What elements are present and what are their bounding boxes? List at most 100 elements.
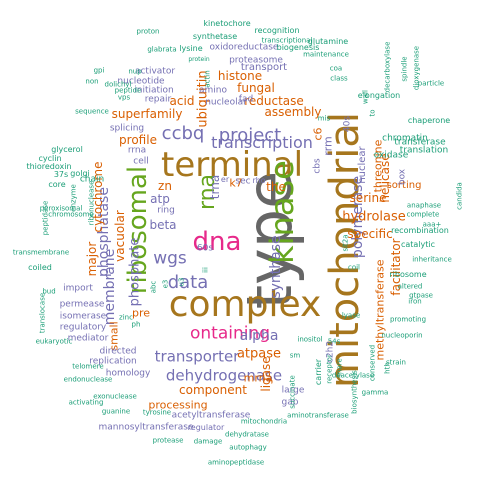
word-gtpase: gtpase bbox=[409, 291, 433, 300]
word-dioxygenase: dioxygenase bbox=[412, 45, 421, 91]
word-threonine: threonine bbox=[371, 139, 385, 193]
word-glabrata: glabrata bbox=[147, 45, 177, 54]
word-profile: profile bbox=[119, 133, 157, 147]
word-carrier: carrier bbox=[314, 358, 323, 386]
word-serine: serine bbox=[349, 191, 387, 205]
word-hydrolase: hydrolase bbox=[342, 209, 406, 225]
word-wgs: wgs bbox=[153, 248, 187, 269]
word-terminal: terminal bbox=[160, 145, 304, 185]
word-ribosome: ribosome bbox=[389, 270, 427, 279]
word-oxidoreductase: oxidoreductase bbox=[209, 42, 279, 53]
word-beta: beta bbox=[149, 218, 177, 232]
word-kinetochore: kinetochore bbox=[203, 19, 251, 28]
word-endonuclease: endonuclease bbox=[63, 375, 113, 384]
word-spindle: spindle bbox=[400, 56, 409, 82]
word-peptidase: peptidase bbox=[41, 200, 50, 236]
word-iii: iii bbox=[201, 267, 210, 273]
word-core: core bbox=[48, 180, 66, 189]
word-deacetylase: deacetylase bbox=[331, 371, 375, 380]
word-succinate: succinate bbox=[288, 375, 297, 409]
word-peptide: peptide bbox=[114, 86, 142, 95]
word-transferase: transferase bbox=[394, 137, 446, 148]
word-translation: translation bbox=[399, 145, 449, 156]
word-major: major bbox=[85, 241, 99, 277]
word-nuclear: nuclear bbox=[357, 146, 368, 184]
word-ontaining: ontaining bbox=[189, 323, 271, 344]
word-atpase: atpase bbox=[236, 346, 282, 362]
word-gpi: gpi bbox=[93, 66, 105, 75]
word-transcriptional: transcriptional bbox=[261, 36, 313, 45]
word-nucleoporin: nucleoporin bbox=[381, 331, 423, 340]
word-aaa-: aaa+ bbox=[422, 220, 442, 229]
word-vacuolar: vacuolar bbox=[113, 210, 127, 262]
word-strain: strain bbox=[386, 358, 406, 367]
word-autophagy: autophagy bbox=[229, 443, 267, 452]
word-maintenance: maintenance bbox=[303, 50, 349, 59]
word-cell: cell bbox=[133, 156, 149, 167]
word-activator: activator bbox=[134, 66, 176, 77]
word-wall: wall bbox=[361, 90, 370, 104]
word-activating: activating bbox=[68, 398, 104, 407]
word-superfamily: superfamily bbox=[111, 107, 183, 121]
word-repair: repair bbox=[144, 94, 172, 105]
word-40s: 40s bbox=[342, 115, 353, 133]
word-proteasome: proteasome bbox=[229, 55, 283, 66]
word-fad: fad bbox=[238, 94, 254, 105]
word-glutamine: glutamine bbox=[307, 37, 349, 46]
word-chromatin: chromatin bbox=[382, 133, 428, 144]
word-acid: acid bbox=[169, 94, 195, 108]
word-complex: complex bbox=[168, 284, 322, 325]
word-mis: mis bbox=[317, 114, 331, 123]
word-mitochondria: mitochondria bbox=[240, 417, 288, 426]
word-transporter: transporter bbox=[154, 347, 240, 366]
word-ring: ring bbox=[157, 205, 175, 216]
word-histone: histone bbox=[217, 69, 263, 83]
word-synthase: synthase bbox=[268, 235, 284, 299]
word-thioredoxin: thioredoxin bbox=[26, 162, 72, 171]
word-cyclin: cyclin bbox=[38, 154, 62, 163]
word-class: class bbox=[330, 74, 348, 83]
word-zinc: zinc bbox=[119, 313, 133, 322]
word-dehydratase: dehydratase bbox=[225, 430, 269, 439]
word-particle: particle bbox=[417, 79, 445, 88]
word-data: data bbox=[167, 272, 209, 293]
word-inheritance: inheritance bbox=[412, 255, 452, 264]
word-aminotransferase: aminotransferase bbox=[287, 411, 349, 420]
word-nucleotide: nucleotide bbox=[117, 76, 165, 87]
word-replication: replication bbox=[89, 356, 137, 367]
word-directed: directed bbox=[99, 346, 137, 357]
word-component: component bbox=[179, 383, 247, 397]
word-gap: gap bbox=[281, 397, 299, 408]
word-protein: protein bbox=[188, 56, 210, 63]
word-amino: amino bbox=[199, 85, 227, 96]
word-k7: k7 bbox=[229, 176, 243, 190]
word-import: import bbox=[63, 283, 93, 294]
word-mediator: mediator bbox=[67, 333, 109, 344]
word-inositol: inositol bbox=[297, 335, 323, 344]
word-large: large bbox=[281, 385, 305, 396]
word-ph: ph bbox=[131, 320, 141, 329]
word-cbs: cbs bbox=[312, 158, 323, 174]
word-golgi: golgi bbox=[70, 169, 90, 178]
word-aminopeptidase: aminopeptidase bbox=[207, 458, 265, 467]
word-nucleolar: nucleolar bbox=[205, 97, 247, 108]
word-peroxisomal: peroxisomal bbox=[39, 204, 83, 213]
word-zn: zn bbox=[158, 179, 172, 193]
word-transmembrane: transmembrane bbox=[12, 248, 70, 257]
word-chain: chain bbox=[79, 174, 105, 185]
word-rrna: rrna bbox=[127, 145, 147, 156]
word-sec: sec bbox=[235, 176, 251, 187]
word-ccbq: ccbq bbox=[161, 123, 205, 144]
word-guanine: guanine bbox=[101, 407, 131, 416]
word-coil: coil bbox=[347, 263, 361, 272]
word-proton: proton bbox=[136, 27, 160, 36]
word-oxidase: oxidase bbox=[373, 150, 409, 161]
word-lyase: lyase bbox=[341, 311, 361, 320]
word-u3: u3 bbox=[177, 277, 186, 287]
word-non: non bbox=[85, 77, 99, 86]
word-sequence: sequence bbox=[75, 107, 109, 116]
word-promoting: promoting bbox=[389, 315, 427, 324]
word-specific: specific bbox=[347, 227, 393, 241]
word-chaperone: chaperone bbox=[407, 116, 451, 125]
word-transport: transport bbox=[240, 62, 288, 73]
